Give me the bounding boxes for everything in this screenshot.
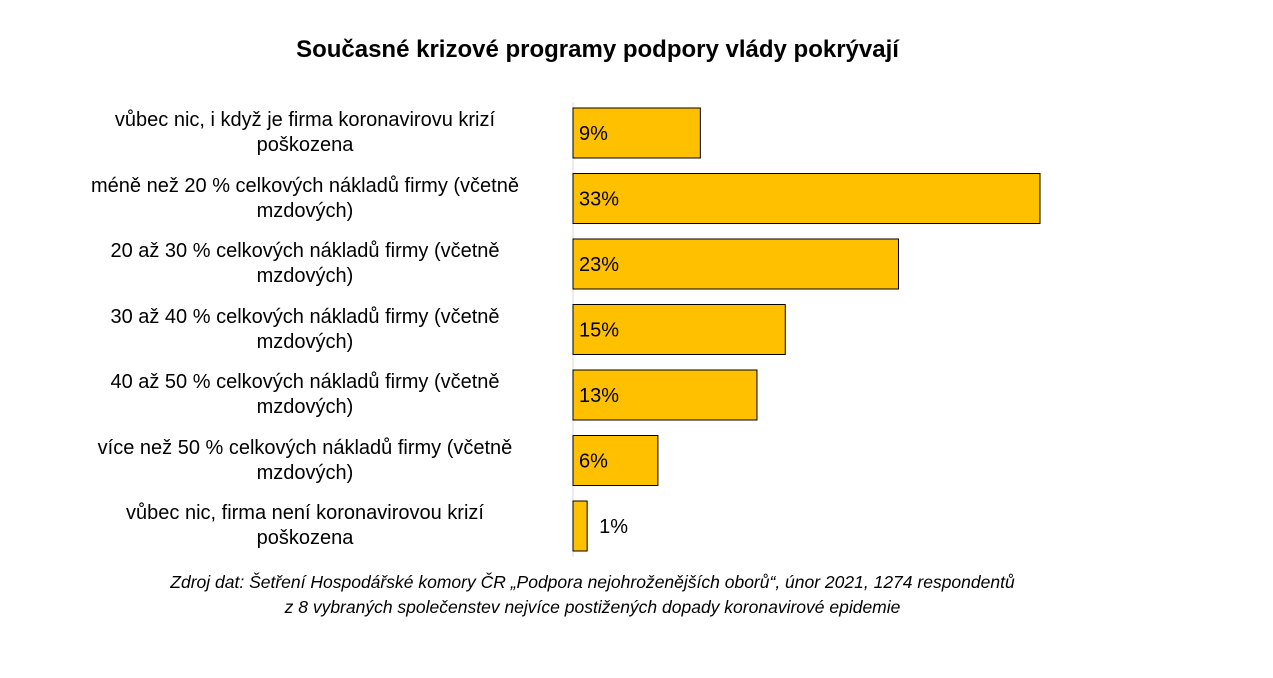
category-label-line: 40 až 50 % celkových nákladů firmy (včet… xyxy=(110,371,500,393)
category-label: vůbec nic, i když je firma koronavirovu … xyxy=(55,108,555,158)
category-label-line: mzdových) xyxy=(256,330,354,353)
category-label-line: méně než 20 % celkových nákladů firmy (v… xyxy=(91,174,519,197)
category-label-line: 20 až 30 % celkových nákladů firmy (včet… xyxy=(110,240,500,262)
source-note: Zdroj dat: Šetření Hospodářské komory ČR… xyxy=(0,570,1185,620)
category-label-line: poškozena xyxy=(256,134,354,156)
category-label: 30 až 40 % celkových nákladů firmy (včet… xyxy=(55,305,555,355)
category-label: 20 až 30 % celkových nákladů firmy (včet… xyxy=(55,239,555,289)
category-label: vůbec nic, firma není koronavirovou kriz… xyxy=(55,501,555,551)
data-label: 9% xyxy=(579,123,608,145)
bar xyxy=(572,238,899,290)
bar xyxy=(572,107,701,159)
bar xyxy=(572,500,588,552)
category-label: 40 až 50 % celkových nákladů firmy (včet… xyxy=(55,370,555,420)
category-label-line: více než 50 % celkových nákladů firmy (v… xyxy=(97,436,513,459)
category-label-line: 30 až 40 % celkových nákladů firmy (včet… xyxy=(110,305,500,328)
data-label: 15% xyxy=(579,320,619,342)
data-label: 13% xyxy=(579,385,619,407)
category-label-line: mzdových) xyxy=(256,199,354,222)
data-label: 33% xyxy=(579,189,619,211)
category-label-line: poškozena xyxy=(256,527,354,549)
category-label-line: mzdových) xyxy=(256,461,354,484)
bar xyxy=(572,173,1041,224)
category-label: více než 50 % celkových nákladů firmy (v… xyxy=(55,436,555,486)
source-line-2: z 8 vybraných společenstev nejvíce posti… xyxy=(284,597,901,617)
category-label: méně než 20 % celkových nákladů firmy (v… xyxy=(55,174,555,224)
data-label: 6% xyxy=(579,451,608,473)
category-label-line: vůbec nic, firma není koronavirovou kriz… xyxy=(126,502,484,524)
chart-title: Současné krizové programy podpory vlády … xyxy=(296,36,899,63)
source-line-1: Zdroj dat: Šetření Hospodářské komory ČR… xyxy=(170,572,1015,592)
data-label: 23% xyxy=(579,254,619,276)
bar xyxy=(572,369,758,421)
bar xyxy=(572,304,786,355)
data-label: 1% xyxy=(599,516,628,538)
category-label-line: mzdových) xyxy=(256,265,354,287)
category-label-line: vůbec nic, i když je firma koronavirovu … xyxy=(114,109,496,131)
bar xyxy=(572,435,659,486)
category-label-line: mzdových) xyxy=(256,396,354,418)
